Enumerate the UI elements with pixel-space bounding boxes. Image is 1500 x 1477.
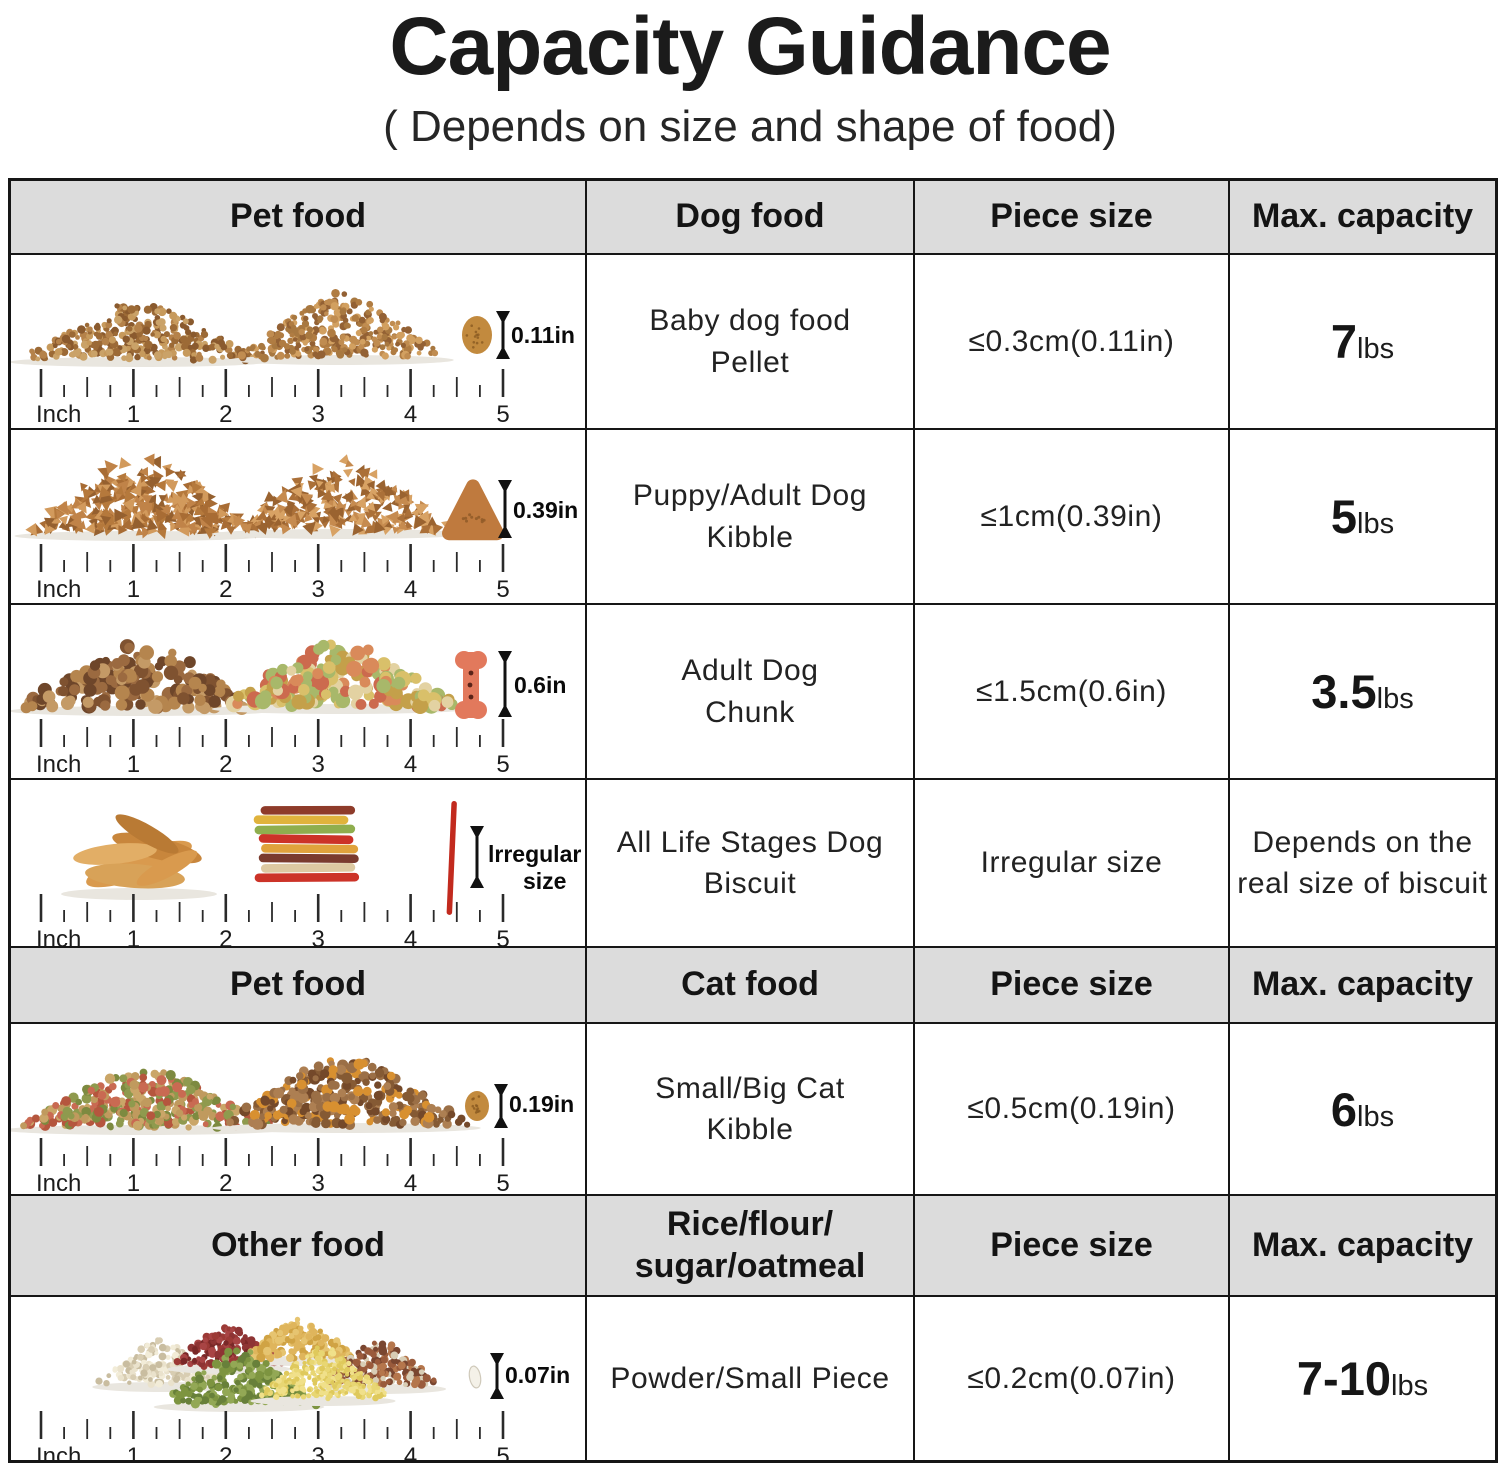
- row-puppy-adult-kibble-capacity: 5lbs: [1230, 430, 1495, 604]
- row-adult-dog-chunk-capacity: 3.5lbs: [1230, 605, 1495, 779]
- svg-text:1: 1: [127, 926, 140, 946]
- svg-text:Inch: Inch: [36, 1170, 81, 1194]
- row-puppy-adult-kibble-name: Puppy/Adult Dog Kibble: [587, 430, 913, 604]
- row-cat-kibble-image: 1 2 3 4 5 Inch 0.19in: [11, 1024, 585, 1195]
- row-dog-biscuit-image: 1 2 3 4 5 Inch lrregular size: [11, 780, 585, 947]
- row-cat-kibble-capacity: 6lbs: [1230, 1024, 1495, 1195]
- capacity-table: Pet food Dog food Piece size Max. capaci…: [8, 178, 1498, 1464]
- row-powder-name: Powder/Small Piece: [587, 1297, 913, 1461]
- page-title: Capacity Guidance: [389, 1, 1111, 92]
- header-max-capacity-2: Max. capacity: [1230, 948, 1495, 1023]
- row-adult-dog-chunk-image: 1 2 3 4 5 Inch 0.6in: [11, 605, 585, 779]
- pellet-piles-ruler-illustration: 1 2 3 4 5 Inch 0.11in: [11, 289, 575, 428]
- svg-text:3: 3: [312, 576, 325, 603]
- svg-text:1: 1: [127, 401, 140, 428]
- row-dog-biscuit-piece-size: Irregular size: [915, 780, 1228, 947]
- page-subtitle: ( Depends on size and shape of food): [383, 102, 1117, 152]
- svg-text:1: 1: [127, 1170, 140, 1194]
- svg-text:0.07in: 0.07in: [505, 1362, 570, 1388]
- svg-text:Inch: Inch: [36, 576, 81, 603]
- svg-text:2: 2: [219, 1170, 232, 1194]
- svg-text:Inch: Inch: [36, 1443, 81, 1460]
- row-baby-dog-pellet-piece-size: ≤0.3cm(0.11in): [915, 255, 1228, 429]
- svg-text:3: 3: [312, 401, 325, 428]
- row-powder-capacity: 7-10lbs: [1230, 1297, 1495, 1461]
- svg-text:5: 5: [496, 401, 509, 428]
- svg-text:lrregular: lrregular: [488, 841, 581, 867]
- svg-text:5: 5: [496, 751, 509, 778]
- svg-text:Inch: Inch: [36, 751, 81, 778]
- header-dog-food: Dog food: [587, 181, 913, 254]
- row-adult-dog-chunk-name: Adult Dog Chunk: [587, 605, 913, 779]
- row-powder-piece-size: ≤0.2cm(0.07in): [915, 1297, 1228, 1461]
- svg-text:4: 4: [404, 751, 417, 778]
- svg-text:5: 5: [496, 1170, 509, 1194]
- row-cat-kibble-piece-size: ≤0.5cm(0.19in): [915, 1024, 1228, 1195]
- svg-text:4: 4: [404, 926, 417, 946]
- svg-text:4: 4: [404, 1443, 417, 1460]
- svg-text:4: 4: [404, 401, 417, 428]
- row-baby-dog-pellet-capacity: 7lbs: [1230, 255, 1495, 429]
- svg-text:5: 5: [496, 1443, 509, 1460]
- svg-text:0.11in: 0.11in: [511, 322, 575, 348]
- svg-text:2: 2: [219, 751, 232, 778]
- svg-text:size: size: [523, 868, 566, 894]
- kibble-piles-ruler-illustration: 1 2 3 4 5 Inch 0.39in: [14, 453, 578, 603]
- svg-text:3: 3: [312, 1443, 325, 1460]
- header-cat-food: Cat food: [587, 948, 913, 1023]
- header-piece-size-2: Piece size: [915, 948, 1228, 1023]
- svg-text:Inch: Inch: [36, 401, 81, 428]
- svg-text:4: 4: [404, 1170, 417, 1194]
- header-pet-food-2: Pet food: [11, 948, 585, 1023]
- row-dog-biscuit-name: All Life Stages Dog Biscuit: [587, 780, 913, 947]
- row-powder-image: 1 2 3 4 5 Inch 0.07in: [11, 1297, 585, 1461]
- svg-text:1: 1: [127, 751, 140, 778]
- svg-text:2: 2: [219, 401, 232, 428]
- svg-text:5: 5: [496, 926, 509, 946]
- svg-text:0.39in: 0.39in: [513, 497, 578, 523]
- row-baby-dog-pellet-name: Baby dog food Pellet: [587, 255, 913, 429]
- header-rice-flour: Rice/flour/ sugar/oatmeal: [587, 1196, 913, 1296]
- header-max-capacity-3: Max. capacity: [1230, 1196, 1495, 1296]
- svg-text:2: 2: [219, 576, 232, 603]
- row-puppy-adult-kibble-piece-size: ≤1cm(0.39in): [915, 430, 1228, 604]
- grains-piles-ruler-illustration: 1 2 3 4 5 Inch 0.07in: [36, 1316, 570, 1460]
- row-baby-dog-pellet-image: 1 2 3 4 5 Inch 0.11in: [11, 255, 585, 429]
- svg-text:1: 1: [127, 576, 140, 603]
- svg-text:3: 3: [312, 926, 325, 946]
- svg-text:1: 1: [127, 1443, 140, 1460]
- chunk-piles-ruler-illustration: 1 2 3 4 5 Inch 0.6in: [11, 639, 566, 778]
- svg-text:0.6in: 0.6in: [514, 672, 566, 698]
- header-max-capacity-1: Max. capacity: [1230, 181, 1495, 254]
- row-dog-biscuit-capacity: Depends on the real size of biscuit: [1230, 780, 1495, 947]
- svg-text:3: 3: [312, 1170, 325, 1194]
- svg-text:2: 2: [219, 1443, 232, 1460]
- header-pet-food-1: Pet food: [11, 181, 585, 254]
- cat-kibble-piles-ruler-illustration: 1 2 3 4 5 Inch 0.19in: [11, 1057, 574, 1194]
- svg-text:0.19in: 0.19in: [509, 1091, 574, 1117]
- svg-text:3: 3: [312, 751, 325, 778]
- svg-text:4: 4: [404, 576, 417, 603]
- svg-text:Inch: Inch: [36, 926, 81, 946]
- header-piece-size-1: Piece size: [915, 181, 1228, 254]
- svg-text:5: 5: [496, 576, 509, 603]
- row-puppy-adult-kibble-image: 1 2 3 4 5 Inch 0.39in: [11, 430, 585, 604]
- header-piece-size-3: Piece size: [915, 1196, 1228, 1296]
- row-cat-kibble-name: Small/Big Cat Kibble: [587, 1024, 913, 1195]
- row-adult-dog-chunk-piece-size: ≤1.5cm(0.6in): [915, 605, 1228, 779]
- header-other-food: Other food: [11, 1196, 585, 1296]
- svg-text:2: 2: [219, 926, 232, 946]
